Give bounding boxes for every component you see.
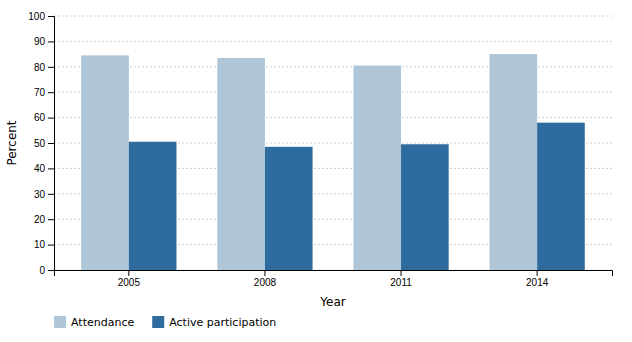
x-tick-mark (128, 270, 129, 276)
x-axis-line (55, 271, 613, 277)
bars (81, 54, 585, 270)
x-tick: 2011 (390, 270, 412, 288)
y-tick-mark (48, 118, 54, 119)
y-tick-mark (48, 245, 54, 246)
y-tick-mark (48, 92, 54, 93)
legend-item: Attendance (54, 316, 134, 329)
y-tick-mark (48, 270, 54, 271)
bar (537, 123, 585, 270)
y-tick-mark (48, 168, 54, 169)
y-tick: 30 (34, 189, 54, 200)
y-tick-mark (48, 41, 54, 42)
bar (353, 66, 401, 270)
grid-line (54, 41, 612, 42)
x-tick-label: 2005 (118, 277, 141, 288)
x-tick-label: 2011 (390, 277, 412, 288)
bar-series (129, 123, 585, 270)
y-tick: 10 (34, 239, 54, 250)
y-tick-mark (48, 219, 54, 220)
y-tick: 20 (34, 214, 54, 225)
x-tick-label: 2014 (526, 277, 549, 288)
y-tick-label: 0 (39, 265, 45, 276)
bar (129, 142, 177, 270)
y-tick-label: 70 (34, 87, 46, 98)
y-tick-label: 80 (34, 62, 46, 73)
y-tick: 60 (34, 112, 54, 123)
x-tick-mark (537, 270, 538, 276)
x-tick-mark (401, 270, 402, 276)
bar (401, 144, 449, 270)
y-tick-mark (48, 16, 54, 17)
chart: 0 10 20 30 40 50 60 70 80 90 100 2005 2008 2011 2014 Ye… (0, 0, 632, 342)
y-axis: 0 10 20 30 40 50 60 70 80 90 100 (28, 11, 54, 276)
legend-swatch (54, 316, 66, 328)
legend-label: Active participation (169, 316, 276, 329)
y-tick: 90 (34, 36, 54, 47)
y-tick-label: 40 (34, 163, 46, 174)
y-tick-label: 20 (34, 214, 46, 225)
y-tick-label: 100 (28, 11, 45, 22)
grid-line (54, 16, 612, 17)
y-tick-mark (48, 143, 54, 144)
y-axis-title: Percent (5, 120, 19, 165)
y-tick: 0 (39, 265, 54, 276)
legend: Attendance Active participation (54, 316, 276, 329)
y-tick-label: 10 (34, 239, 46, 250)
legend-swatch (152, 316, 164, 328)
y-tick: 50 (34, 138, 54, 149)
bar (81, 55, 129, 270)
x-axis-title: Year (319, 295, 345, 309)
grid (54, 16, 612, 270)
y-tick-label: 50 (34, 138, 46, 149)
bar (217, 58, 265, 270)
x-tick-label: 2008 (254, 277, 277, 288)
y-axis-line (48, 17, 55, 271)
y-tick: 100 (28, 11, 54, 22)
y-tick: 70 (34, 87, 54, 98)
x-tick: 2008 (254, 270, 277, 288)
y-tick-label: 90 (34, 36, 46, 47)
y-tick-label: 30 (34, 189, 46, 200)
y-tick-mark (48, 67, 54, 68)
y-tick-label: 60 (34, 112, 46, 123)
y-tick: 80 (34, 62, 54, 73)
legend-label: Attendance (71, 316, 134, 329)
bar-series (81, 54, 537, 270)
x-tick-mark (264, 270, 265, 276)
bar (490, 54, 538, 270)
y-tick-mark (48, 194, 54, 195)
x-tick: 2014 (526, 270, 549, 288)
x-tick: 2005 (118, 270, 141, 288)
plot: 0 10 20 30 40 50 60 70 80 90 100 2005 2008 2011 2014 (28, 11, 612, 288)
bar (265, 147, 313, 270)
y-tick: 40 (34, 163, 54, 174)
legend-item: Active participation (152, 316, 276, 329)
x-axis: 2005 2008 2011 2014 (55, 270, 613, 288)
